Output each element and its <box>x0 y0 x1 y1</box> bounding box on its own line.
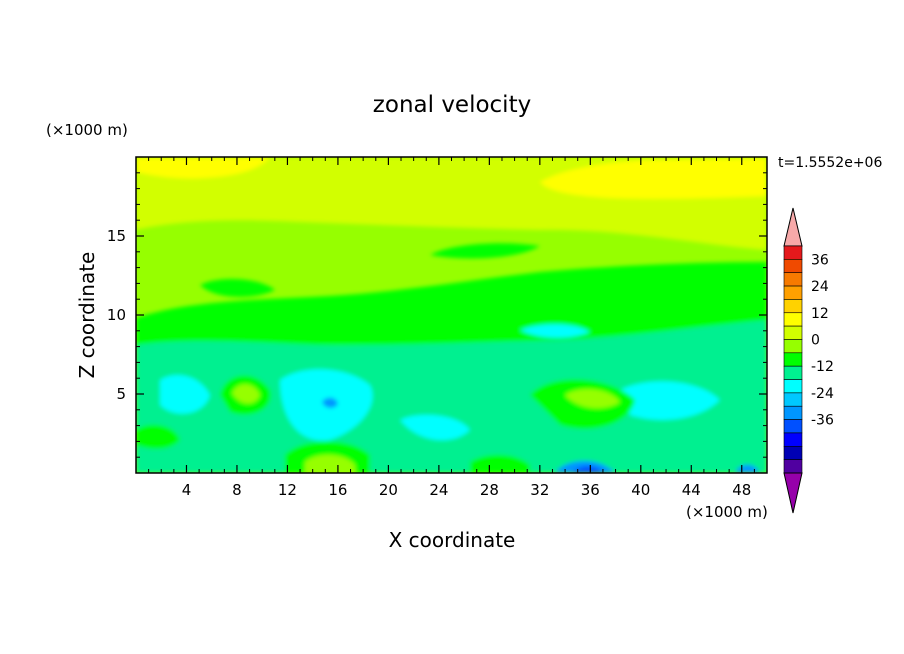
colorbar-swatch <box>783 285 803 300</box>
x-tick-label: 12 <box>278 481 297 499</box>
x-unit-label: (×1000 m) <box>686 503 768 521</box>
x-tick-label: 28 <box>480 481 499 499</box>
x-tick-label: 48 <box>732 481 751 499</box>
contour-green-blob-4 <box>470 454 530 473</box>
x-tick-label: 24 <box>429 481 448 499</box>
colorbar-swatch <box>783 325 803 340</box>
colorbar-label: -24 <box>811 386 834 402</box>
colorbar-swatch <box>783 339 803 354</box>
colorbar-swatch <box>783 419 803 434</box>
contour-band-green <box>136 262 767 345</box>
y-axis-label: Z coordinate <box>75 252 99 379</box>
x-tick-label: 40 <box>631 481 650 499</box>
contour-green-island <box>430 243 540 259</box>
contour-cyan-2 <box>160 375 210 414</box>
contour-core-2 <box>565 389 620 409</box>
colorbar-min-triangle <box>783 472 803 514</box>
contour-band-lower <box>136 320 767 473</box>
colorbar-label: -12 <box>811 359 834 375</box>
colorbar: 36 24 12 0 -12 -24 -36 <box>783 207 834 514</box>
contour-green-patch <box>200 278 275 297</box>
colorbar-label: 0 <box>811 332 820 348</box>
colorbar-swatch <box>783 272 803 287</box>
contour-cyan-3 <box>620 381 720 420</box>
colorbar-swatch <box>783 405 803 420</box>
time-label: t=1.5552e+06 <box>778 155 882 171</box>
x-axis-label: X coordinate <box>389 528 516 552</box>
contour-yellow-right <box>540 158 767 199</box>
colorbar-label: -36 <box>811 413 834 429</box>
colorbar-swatch <box>783 432 803 447</box>
colorbar-swatch <box>783 365 803 380</box>
contour-core-1 <box>232 384 260 404</box>
y-unit-label: (×1000 m) <box>46 121 128 139</box>
contour-blue-2 <box>572 466 604 473</box>
colorbar-swatch <box>783 245 803 260</box>
x-tick-label: 32 <box>530 481 549 499</box>
y-tick-label: 5 <box>116 385 126 403</box>
colorbar-swatch <box>783 459 803 474</box>
chart-title: zonal velocity <box>373 92 531 118</box>
x-tick-label: 44 <box>682 481 701 499</box>
y-tick-label: 10 <box>107 306 126 324</box>
colorbar-max-triangle <box>783 207 803 247</box>
x-tick-label: 36 <box>581 481 600 499</box>
colorbar-swatch <box>783 379 803 394</box>
contour-cyan-4 <box>400 414 470 441</box>
x-tick-label: 4 <box>182 481 192 499</box>
colorbar-swatch <box>783 445 803 460</box>
y-tick-label: 15 <box>107 227 126 245</box>
colorbar-swatch <box>783 299 803 314</box>
colorbar-swatch <box>783 352 803 367</box>
x-tick-label: 16 <box>328 481 347 499</box>
contour-blue-3 <box>322 397 338 408</box>
colorbar-swatch <box>783 312 803 327</box>
colorbar-swatch <box>783 259 803 274</box>
contour-core-3 <box>305 454 355 473</box>
contour-cyan-5 <box>520 324 590 338</box>
x-tick-label: 20 <box>379 481 398 499</box>
x-tick-label: 8 <box>232 481 242 499</box>
colorbar-swatch <box>783 392 803 407</box>
colorbar-label: 36 <box>811 252 829 268</box>
colorbar-label: 12 <box>811 306 829 322</box>
contour-green-blob-5 <box>136 424 180 449</box>
plot-area <box>136 157 767 473</box>
colorbar-label: 24 <box>811 279 829 295</box>
